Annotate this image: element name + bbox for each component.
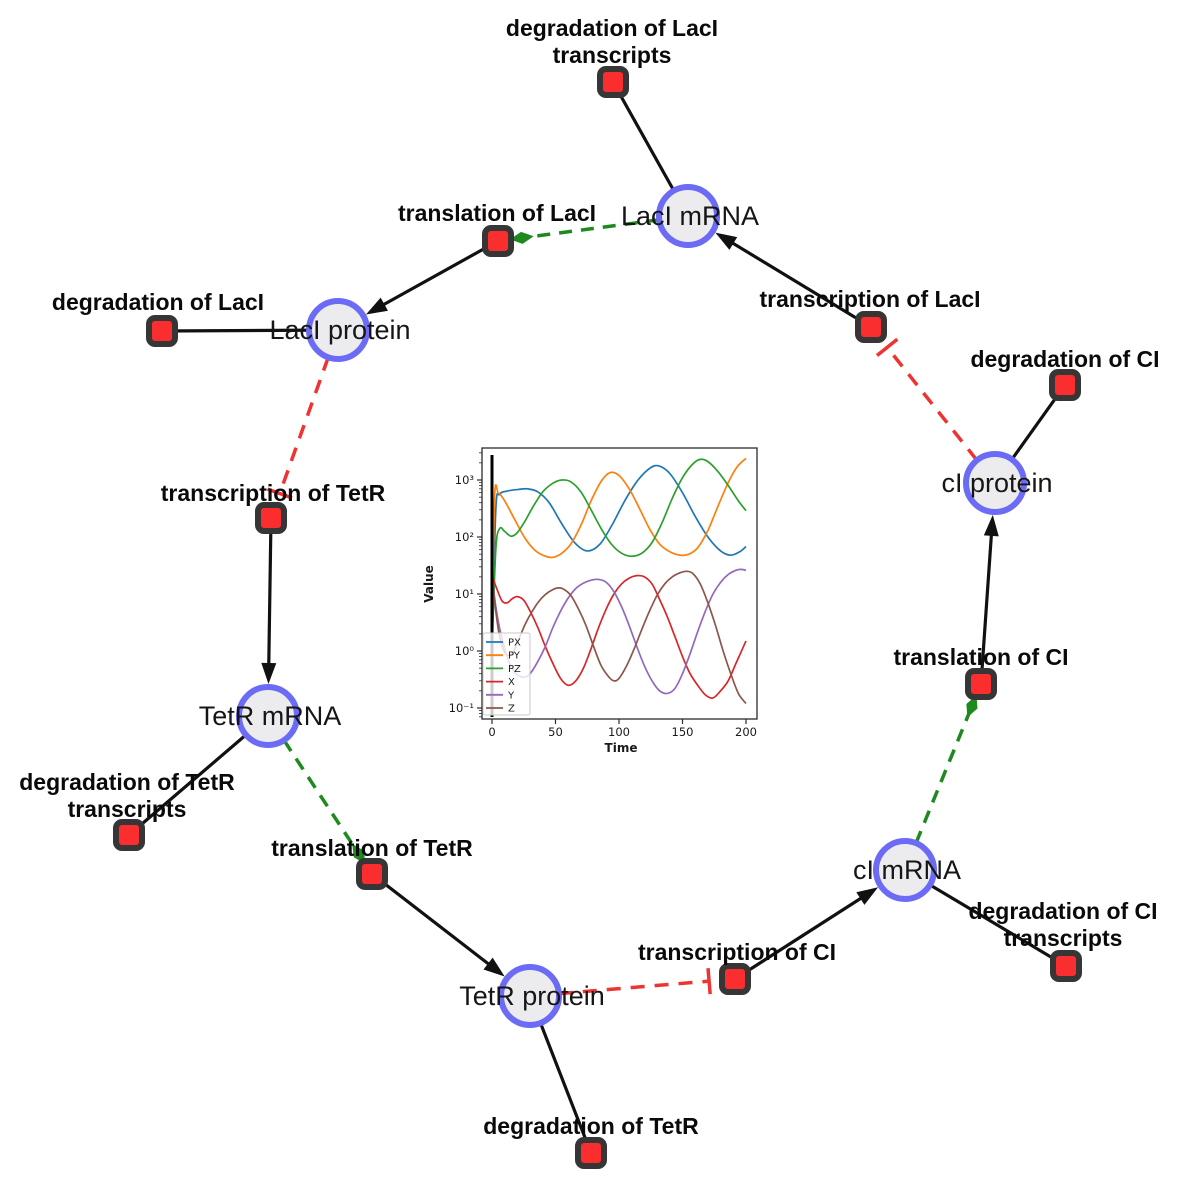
reaction-label-transcription-laci: transcription of LacI: [759, 286, 980, 312]
reaction-node-deg-ci-transcripts[interactable]: [1050, 950, 1082, 982]
reaction-label-deg-ci-transcripts-line2: transcripts: [1004, 925, 1123, 951]
y-axis-tick-label: 10⁻¹: [449, 701, 474, 715]
reaction-node-deg-ci[interactable]: [1049, 369, 1081, 401]
reaction-label-deg-laci-transcripts-line2: transcripts: [553, 42, 672, 68]
species-label-laci-protein: LacI protein: [269, 315, 410, 345]
reaction-node-transcription-ci[interactable]: [719, 963, 751, 995]
species-label-laci-mrna: LacI mRNA: [621, 201, 759, 231]
edge-inhibition-ci-protein-transcription-laci-tbar-icon: [875, 337, 899, 357]
reaction-node-translation-ci[interactable]: [965, 668, 997, 700]
edge-inhibition-tetr-protein-transcription-ci: [558, 979, 710, 996]
y-axis-title: Value: [422, 565, 436, 603]
edge-activation-ci-mrna-translation-ci-diamond-icon: [966, 695, 978, 718]
species-node-ci-mrna[interactable]: [873, 838, 937, 902]
reaction-node-deg-tetr[interactable]: [575, 1137, 607, 1169]
series-X-line: [491, 574, 747, 699]
y-axis-tick-label: 10⁰: [455, 644, 475, 658]
x-axis-title: Time: [605, 741, 638, 755]
edge-arrow-transcription-laci-laci-mrna-arrowhead-icon: [715, 232, 738, 250]
edge-arrow-transcription-ci-ci-mrna: [734, 892, 869, 981]
species-label-ci-protein: cI protein: [941, 468, 1052, 498]
edge-arrow-translation-ci-ci-protein: [979, 526, 994, 685]
legend-label-Z: Z: [508, 704, 515, 715]
legend-label-X: X: [508, 677, 515, 688]
series-PZ-line: [491, 458, 747, 652]
reaction-label-transcription-ci: transcription of CI: [638, 939, 836, 965]
reaction-node-translation-tetr[interactable]: [356, 858, 388, 890]
reaction-label-deg-ci: degradation of CI: [970, 346, 1159, 372]
species-node-tetr-protein[interactable]: [498, 964, 562, 1028]
reaction-label-transcription-tetr: transcription of TetR: [161, 480, 386, 506]
species-node-laci-protein[interactable]: [306, 298, 370, 362]
edge-arrow-translation-tetr-tetr-protein-arrowhead-icon: [483, 957, 505, 977]
labels-layer: LacI mRNA LacI protein cI protein TetR mRNA…: [19, 15, 1159, 1139]
edge-arrow-transcription-laci-laci-mrna: [724, 237, 872, 329]
species-label-tetr-mrna: TetR mRNA: [199, 701, 342, 731]
reaction-node-deg-laci[interactable]: [146, 315, 178, 347]
edge-inhibition-tetr-protein-transcription-ci-tbar-icon: [706, 968, 712, 995]
x-axis-tick-label: 50: [548, 725, 563, 739]
reaction-label-deg-laci-transcripts: degradation of LacI: [506, 15, 718, 41]
series-PX-line: [491, 464, 747, 652]
x-axis-tick-label: 200: [735, 725, 757, 739]
reaction-node-translation-laci[interactable]: [482, 225, 514, 257]
x-axis-tick-label: 150: [672, 725, 694, 739]
reaction-node-deg-laci-transcripts[interactable]: [597, 66, 629, 98]
y-axis-tick-label: 10¹: [455, 587, 474, 601]
species-node-tetr-mrna[interactable]: [236, 684, 300, 748]
edge-arrow-transcription-ci-ci-mrna-arrowhead-icon: [856, 887, 879, 905]
reaction-node-transcription-laci[interactable]: [855, 311, 887, 343]
edge-arrow-transcription-tetr-tetr-mrna-arrowhead-icon: [261, 662, 277, 685]
y-axis-tick-label: 10³: [455, 473, 475, 487]
species-label-tetr-protein: TetR protein: [459, 981, 605, 1011]
edge-arrow-translation-ci-ci-protein-arrowhead-icon: [983, 514, 999, 537]
edge-inhibition-laci-protein-transcription-tetr: [278, 356, 330, 495]
edge-arrow-translation-laci-laci-protein: [375, 239, 499, 311]
reaction-label-translation-ci: translation of CI: [893, 644, 1068, 670]
reaction-node-transcription-tetr[interactable]: [255, 502, 287, 534]
edge-arrow-transcription-tetr-tetr-mrna: [267, 517, 273, 673]
edge-activation-laci-mrna-translation-laci-diamond-icon: [509, 231, 534, 244]
species-label-ci-mrna: cI mRNA: [853, 855, 961, 885]
reaction-label-translation-tetr: translation of TetR: [271, 835, 473, 861]
legend-label-PY: PY: [508, 651, 521, 662]
reaction-label-deg-tetr-transcripts: degradation of TetR: [19, 769, 235, 795]
inset-timeseries-chart: 10³ 10² 10¹ 10⁰ 10⁻¹ 0 50 100 150 200 Time Value PX P…: [422, 447, 758, 755]
species-node-laci-mrna[interactable]: [656, 184, 720, 248]
edge-inhibition-laci-protein-transcription-tetr-tbar-icon: [266, 487, 293, 500]
legend-label-PZ: PZ: [508, 664, 521, 675]
reaction-label-deg-laci: degradation of LacI: [52, 289, 264, 315]
x-axis-tick-label: 100: [608, 725, 630, 739]
species-node-ci-protein[interactable]: [963, 451, 1027, 515]
reaction-label-deg-tetr-transcripts-line2: transcripts: [68, 796, 187, 822]
reaction-node-deg-tetr-transcripts[interactable]: [113, 819, 145, 851]
series-PY-line: [491, 457, 747, 652]
reaction-label-deg-ci-transcripts: degradation of CI: [968, 898, 1157, 924]
chart-legend-box: [482, 632, 531, 716]
legend-label-Y: Y: [507, 690, 515, 701]
x-axis-tick-label: 0: [488, 725, 495, 739]
edge-arrow-translation-tetr-tetr-protein: [371, 872, 497, 971]
nodes-layer: [113, 66, 1082, 1169]
edge-activation-tetr-mrna-translation-tetr: [282, 739, 356, 849]
reaction-label-deg-tetr: degradation of TetR: [483, 1113, 699, 1139]
edge-inhibition-ci-protein-transcription-laci: [885, 346, 979, 462]
y-axis-tick-label: 10²: [455, 530, 474, 544]
legend-label-PX: PX: [508, 638, 521, 649]
edge-arrow-translation-laci-laci-protein-arrowhead-icon: [365, 297, 388, 315]
edge-activation-ci-mrna-translation-ci: [914, 712, 971, 844]
reaction-label-translation-laci: translation of LacI: [398, 200, 596, 226]
